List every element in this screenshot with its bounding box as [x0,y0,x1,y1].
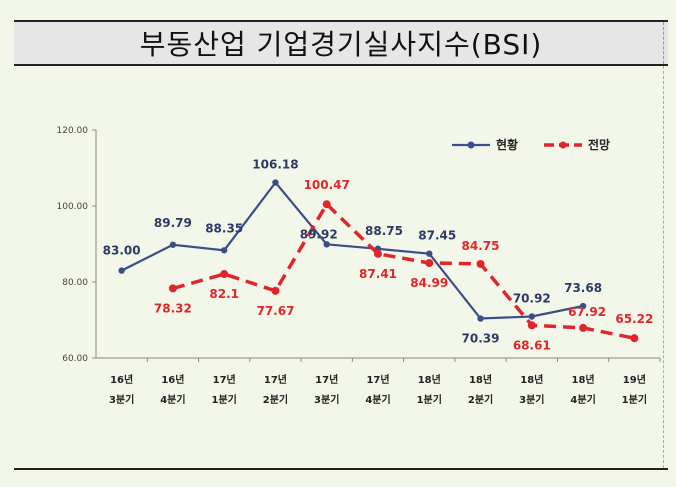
data-point [374,249,382,258]
data-point [272,179,279,186]
data-point [528,313,536,320]
data-label: 84.99 [410,276,448,290]
x-tick-label: 18년 [572,373,595,386]
data-label: 78.32 [154,301,192,315]
legend-marker [559,141,567,149]
data-point [323,241,330,248]
data-point [579,323,588,332]
series-line-현황 [121,180,584,320]
data-label: 82.1 [209,287,239,301]
data-label: 73.68 [564,281,602,295]
x-tick-label: 2분기 [263,393,288,406]
data-point [425,259,434,268]
data-point [322,200,331,209]
data-point [169,241,177,248]
x-tick-label: 1분기 [622,393,647,406]
y-tick-label: 100.00 [57,202,89,212]
legend-label: 전망 [588,137,610,152]
data-label: 87.41 [359,267,397,281]
data-label: 68.61 [513,338,551,352]
title-divider [663,22,664,64]
x-tick-label: 17년 [315,373,338,386]
x-tick-label: 3분기 [519,393,544,406]
x-tick-label: 4분기 [570,393,595,406]
data-point [477,315,484,322]
data-label: 70.39 [462,332,500,346]
y-tick-label: 60.00 [62,354,88,364]
x-tick-label: 2분기 [468,393,493,406]
data-label: 100.47 [304,178,350,192]
x-tick-label: 18년 [418,373,441,386]
data-point [476,259,485,268]
data-label: 89.92 [300,227,338,241]
data-label: 88.35 [205,221,243,235]
x-tick-label: 17년 [264,373,287,386]
x-tick-label: 1분기 [417,393,442,406]
x-tick-label: 3분기 [314,393,339,406]
y-tick-label: 80.00 [62,278,88,288]
data-point [527,321,536,330]
data-point [579,302,587,310]
data-point [630,334,639,343]
x-tick-label: 16년 [110,373,133,386]
data-point [271,286,280,295]
data-label: 87.45 [418,229,456,243]
x-tick-label: 1분기 [212,393,237,406]
data-point [220,270,229,279]
data-label: 65.22 [615,312,653,326]
data-point [168,284,177,293]
chart-title: 부동산업 기업경기실사지수(BSI) [139,28,543,61]
data-label: 77.67 [256,304,294,318]
y-tick-label: 120.00 [57,126,89,136]
legend-label: 현황 [496,137,518,152]
x-tick-label: 18년 [469,373,492,386]
data-label: 106.18 [252,158,298,172]
data-label: 70.92 [513,292,551,306]
panel-divider [663,66,664,468]
data-label: 84.75 [462,239,500,253]
x-tick-label: 4분기 [160,393,185,406]
x-tick-label: 3분기 [109,393,134,406]
x-tick-label: 4분기 [365,393,390,406]
data-label: 67.92 [568,305,606,319]
data-label: 88.75 [365,224,403,238]
x-tick-label: 16년 [161,373,184,386]
x-tick-label: 17년 [213,373,236,386]
data-point [426,250,433,257]
data-point [118,267,125,274]
x-tick-label: 18년 [520,373,543,386]
chart-panel [14,66,668,470]
data-label: 89.79 [154,216,192,230]
data-point [220,247,228,254]
legend-marker [467,141,475,149]
data-label: 83.00 [103,244,141,258]
x-tick-label: 19년 [623,373,646,386]
x-tick-label: 17년 [366,373,389,386]
series-line-전망 [172,201,635,340]
title-bar: 부동산업 기업경기실사지수(BSI) [14,20,668,66]
